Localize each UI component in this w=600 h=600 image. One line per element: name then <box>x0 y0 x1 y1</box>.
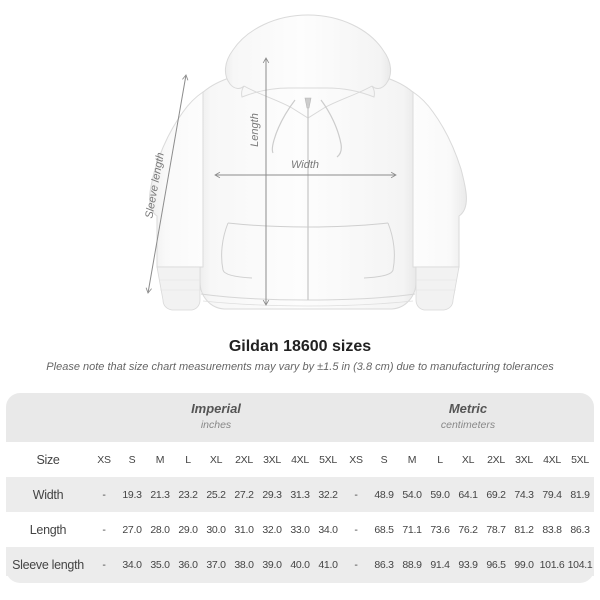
svg-text:Width: Width <box>291 159 319 171</box>
svg-text:Length: Length <box>249 113 261 147</box>
